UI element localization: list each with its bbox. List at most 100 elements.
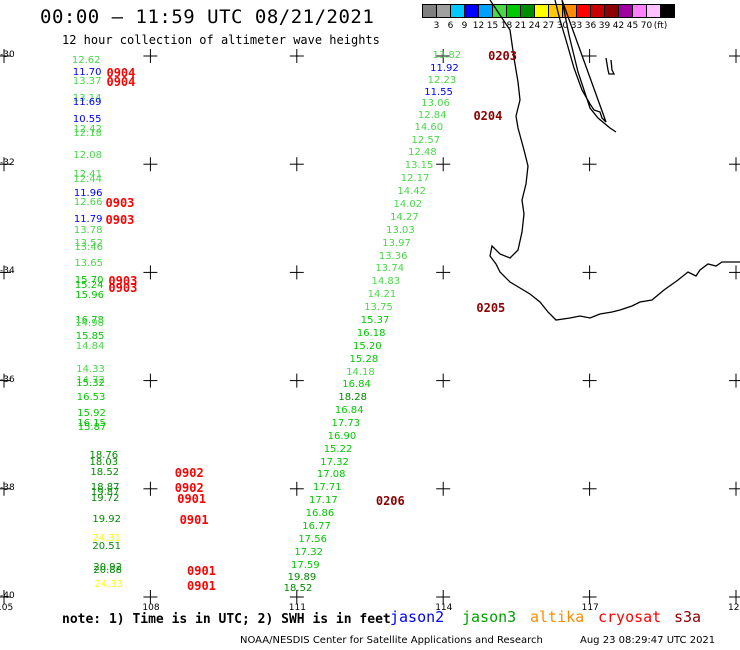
wave-height-value: 16.77 — [302, 520, 331, 532]
pass-time-label: 0901 — [187, 579, 216, 594]
wave-height-value: 17.56 — [298, 533, 327, 545]
footer-credit: NOAA/NESDIS Center for Satellite Applica… — [240, 635, 543, 646]
wave-height-value: 19.92 — [92, 514, 122, 526]
pass-time-label: 0902 — [174, 480, 204, 495]
wave-height-value: 14.21 — [367, 289, 397, 301]
wave-height-value: 12.44 — [73, 174, 102, 186]
wave-height-value: 16.90 — [327, 430, 357, 442]
wave-height-value: 19.87 — [90, 487, 120, 499]
wave-height-value: 14.84 — [75, 341, 105, 353]
pass-time-label: 0903 — [105, 213, 135, 228]
color-scale-label: 42 — [612, 21, 625, 31]
footer-timestamp: Aug 23 08:29:47 UTC 2021 — [580, 635, 716, 646]
wave-height-value: 17.59 — [291, 559, 320, 571]
wave-height-value: 11.55 — [424, 86, 453, 98]
lon-label: 111 — [288, 603, 306, 613]
wave-height-value: 16.18 — [356, 328, 386, 340]
wave-height-value: 15.96 — [75, 290, 104, 302]
wave-height-value: 16.15 — [77, 417, 106, 429]
wave-height-value: 11.70 — [72, 67, 102, 79]
lat-label: -36 — [0, 374, 15, 385]
color-scale-label: 39 — [598, 21, 611, 31]
wave-height-value: 15.92 — [77, 408, 106, 420]
wave-height-value: 14.42 — [397, 186, 427, 198]
color-scale-label: 30 — [556, 21, 569, 31]
wave-height-value: 15.85 — [75, 331, 105, 343]
color-scale-bar — [422, 4, 675, 18]
wave-height-value: 16.53 — [76, 391, 106, 403]
wave-height-value: 17.32 — [320, 456, 349, 468]
lat-label: -34 — [0, 266, 15, 277]
lon-label: 108 — [142, 603, 160, 613]
wave-height-value: 14.60 — [414, 122, 444, 134]
wave-height-value: 20.92 — [93, 561, 122, 573]
wave-height-value: 16.84 — [342, 378, 371, 390]
wave-height-value: 15.20 — [352, 341, 382, 353]
coastline — [489, 0, 740, 321]
color-scale-label: 27 — [542, 21, 555, 31]
wave-height-value: 18.52 — [283, 583, 313, 595]
wave-height-value: 13.97 — [382, 238, 411, 250]
wave-height-value: 16.78 — [75, 315, 104, 327]
pass-time-label: 0206 — [375, 493, 405, 508]
wave-height-value: 13.06 — [421, 97, 450, 109]
wave-height-value: 11.79 — [73, 214, 103, 226]
pass-time-label: 0902 — [174, 465, 204, 480]
wave-height-value: 12.57 — [411, 135, 441, 147]
lon-label: 114 — [435, 603, 453, 613]
color-scale-label: 21 — [514, 21, 527, 31]
pass-time-label: 0904 — [106, 74, 136, 89]
wave-height-value: 13.03 — [386, 225, 415, 237]
wave-height-value: 12.62 — [71, 55, 101, 67]
wave-height-value: 14.18 — [346, 367, 375, 379]
wave-height-value: 14.98 — [75, 318, 104, 330]
wave-height-value: 15.70 — [74, 275, 104, 287]
color-scale-label: 3 — [433, 21, 440, 31]
wave-height-value: 13.52 — [74, 238, 103, 250]
map-subtitle: 12 hour collection of altimeter wave hei… — [62, 33, 380, 47]
wave-height-value: 14.83 — [371, 276, 401, 288]
wave-height-value: 13.75 — [364, 302, 393, 314]
wave-height-value: 15.22 — [323, 443, 353, 455]
wave-height-value: 16.86 — [305, 507, 335, 519]
wave-height-value: 11.69 — [72, 96, 102, 108]
wave-height-value: 12.42 — [73, 123, 102, 135]
wave-height-value: 13.65 — [74, 257, 103, 269]
wave-height-value: 11.92 — [430, 62, 459, 74]
wave-height-value: 18.28 — [338, 391, 367, 403]
pass-time-label: 0903 — [108, 280, 138, 295]
pass-time-label: 0203 — [488, 49, 517, 63]
pass-time-label: 0901 — [177, 491, 207, 506]
wave-height-value: 13.15 — [404, 160, 434, 172]
wave-height-value: 12.84 — [417, 109, 447, 121]
lon-label: 120 — [728, 603, 740, 613]
legend-jason3: jason3 — [462, 608, 517, 626]
wave-height-value: 17.73 — [331, 417, 361, 429]
wave-height-value: 15.24 — [74, 280, 104, 292]
wave-height-value: 10.55 — [72, 113, 102, 125]
wave-height-value: 19.89 — [287, 571, 317, 583]
wave-height-value: 15.32 — [76, 377, 105, 389]
wave-height-value: 24.33 — [94, 579, 123, 591]
wave-height-value: 12.23 — [427, 74, 457, 86]
map-title: 00:00 – 11:59 UTC 08/21/2021 — [40, 6, 375, 28]
lon-label: 105 — [0, 603, 14, 613]
color-scale-label: 9 — [461, 21, 468, 31]
color-scale-label: 33 — [570, 21, 583, 31]
wave-height-value: 20.88 — [93, 565, 122, 577]
wave-height-value: 12.48 — [408, 147, 437, 159]
wave-height-value: 12.18 — [73, 127, 102, 139]
wave-height-value: 18.76 — [89, 450, 119, 462]
lat-label: -38 — [0, 482, 15, 493]
pass-time-label: 0903 — [108, 274, 138, 289]
wave-height-value: 14.02 — [393, 199, 423, 211]
note-text: note: 1) Time is in UTC; 2) SWH is in fe… — [62, 612, 391, 627]
color-scale-label: 70 — [640, 21, 653, 31]
lat-label: -32 — [0, 158, 15, 169]
legend-cryosat: cryosat — [598, 608, 662, 626]
lat-label: -30 — [0, 50, 15, 60]
lon-label: 117 — [581, 603, 599, 613]
pass-time-label: 0205 — [476, 301, 506, 316]
wave-height-value: 14.33 — [76, 363, 105, 375]
